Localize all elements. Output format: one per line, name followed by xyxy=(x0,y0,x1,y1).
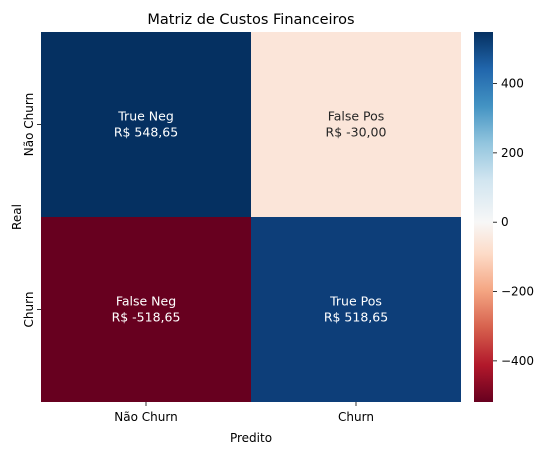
colorbar-gradient xyxy=(474,32,493,402)
cell-annotation-value: R$ 518,65 xyxy=(324,310,388,325)
x-axis-label: Predito xyxy=(230,431,272,445)
cell-annotation-value: R$ -518,65 xyxy=(112,310,181,325)
cell-annotation-value: R$ -30,00 xyxy=(326,125,387,140)
y-tick-label: Não Churn xyxy=(22,93,36,156)
cell-annotation-name: True Pos xyxy=(329,294,382,309)
colorbar-tick-label: −200 xyxy=(501,285,534,299)
colorbar: −400 −200 0 200 400 xyxy=(474,32,534,402)
colorbar-tick-label: 400 xyxy=(501,77,524,91)
colorbar-tick-label: 200 xyxy=(501,146,524,160)
cell-annotation-value: R$ 548,65 xyxy=(114,125,178,140)
colorbar-tick-label: −400 xyxy=(501,354,534,368)
x-tick-label: Não Churn xyxy=(114,410,177,424)
y-axis-label: Real xyxy=(10,204,24,230)
colorbar-tick-label: 0 xyxy=(501,215,509,229)
y-tick-label: Churn xyxy=(22,292,36,328)
cell-annotation-name: False Pos xyxy=(328,109,385,124)
cell-annotation-name: False Neg xyxy=(116,294,176,309)
chart-title: Matriz de Custos Financeiros xyxy=(147,12,354,28)
x-tick-label: Churn xyxy=(338,410,374,424)
cell-annotation-name: True Neg xyxy=(117,109,174,124)
